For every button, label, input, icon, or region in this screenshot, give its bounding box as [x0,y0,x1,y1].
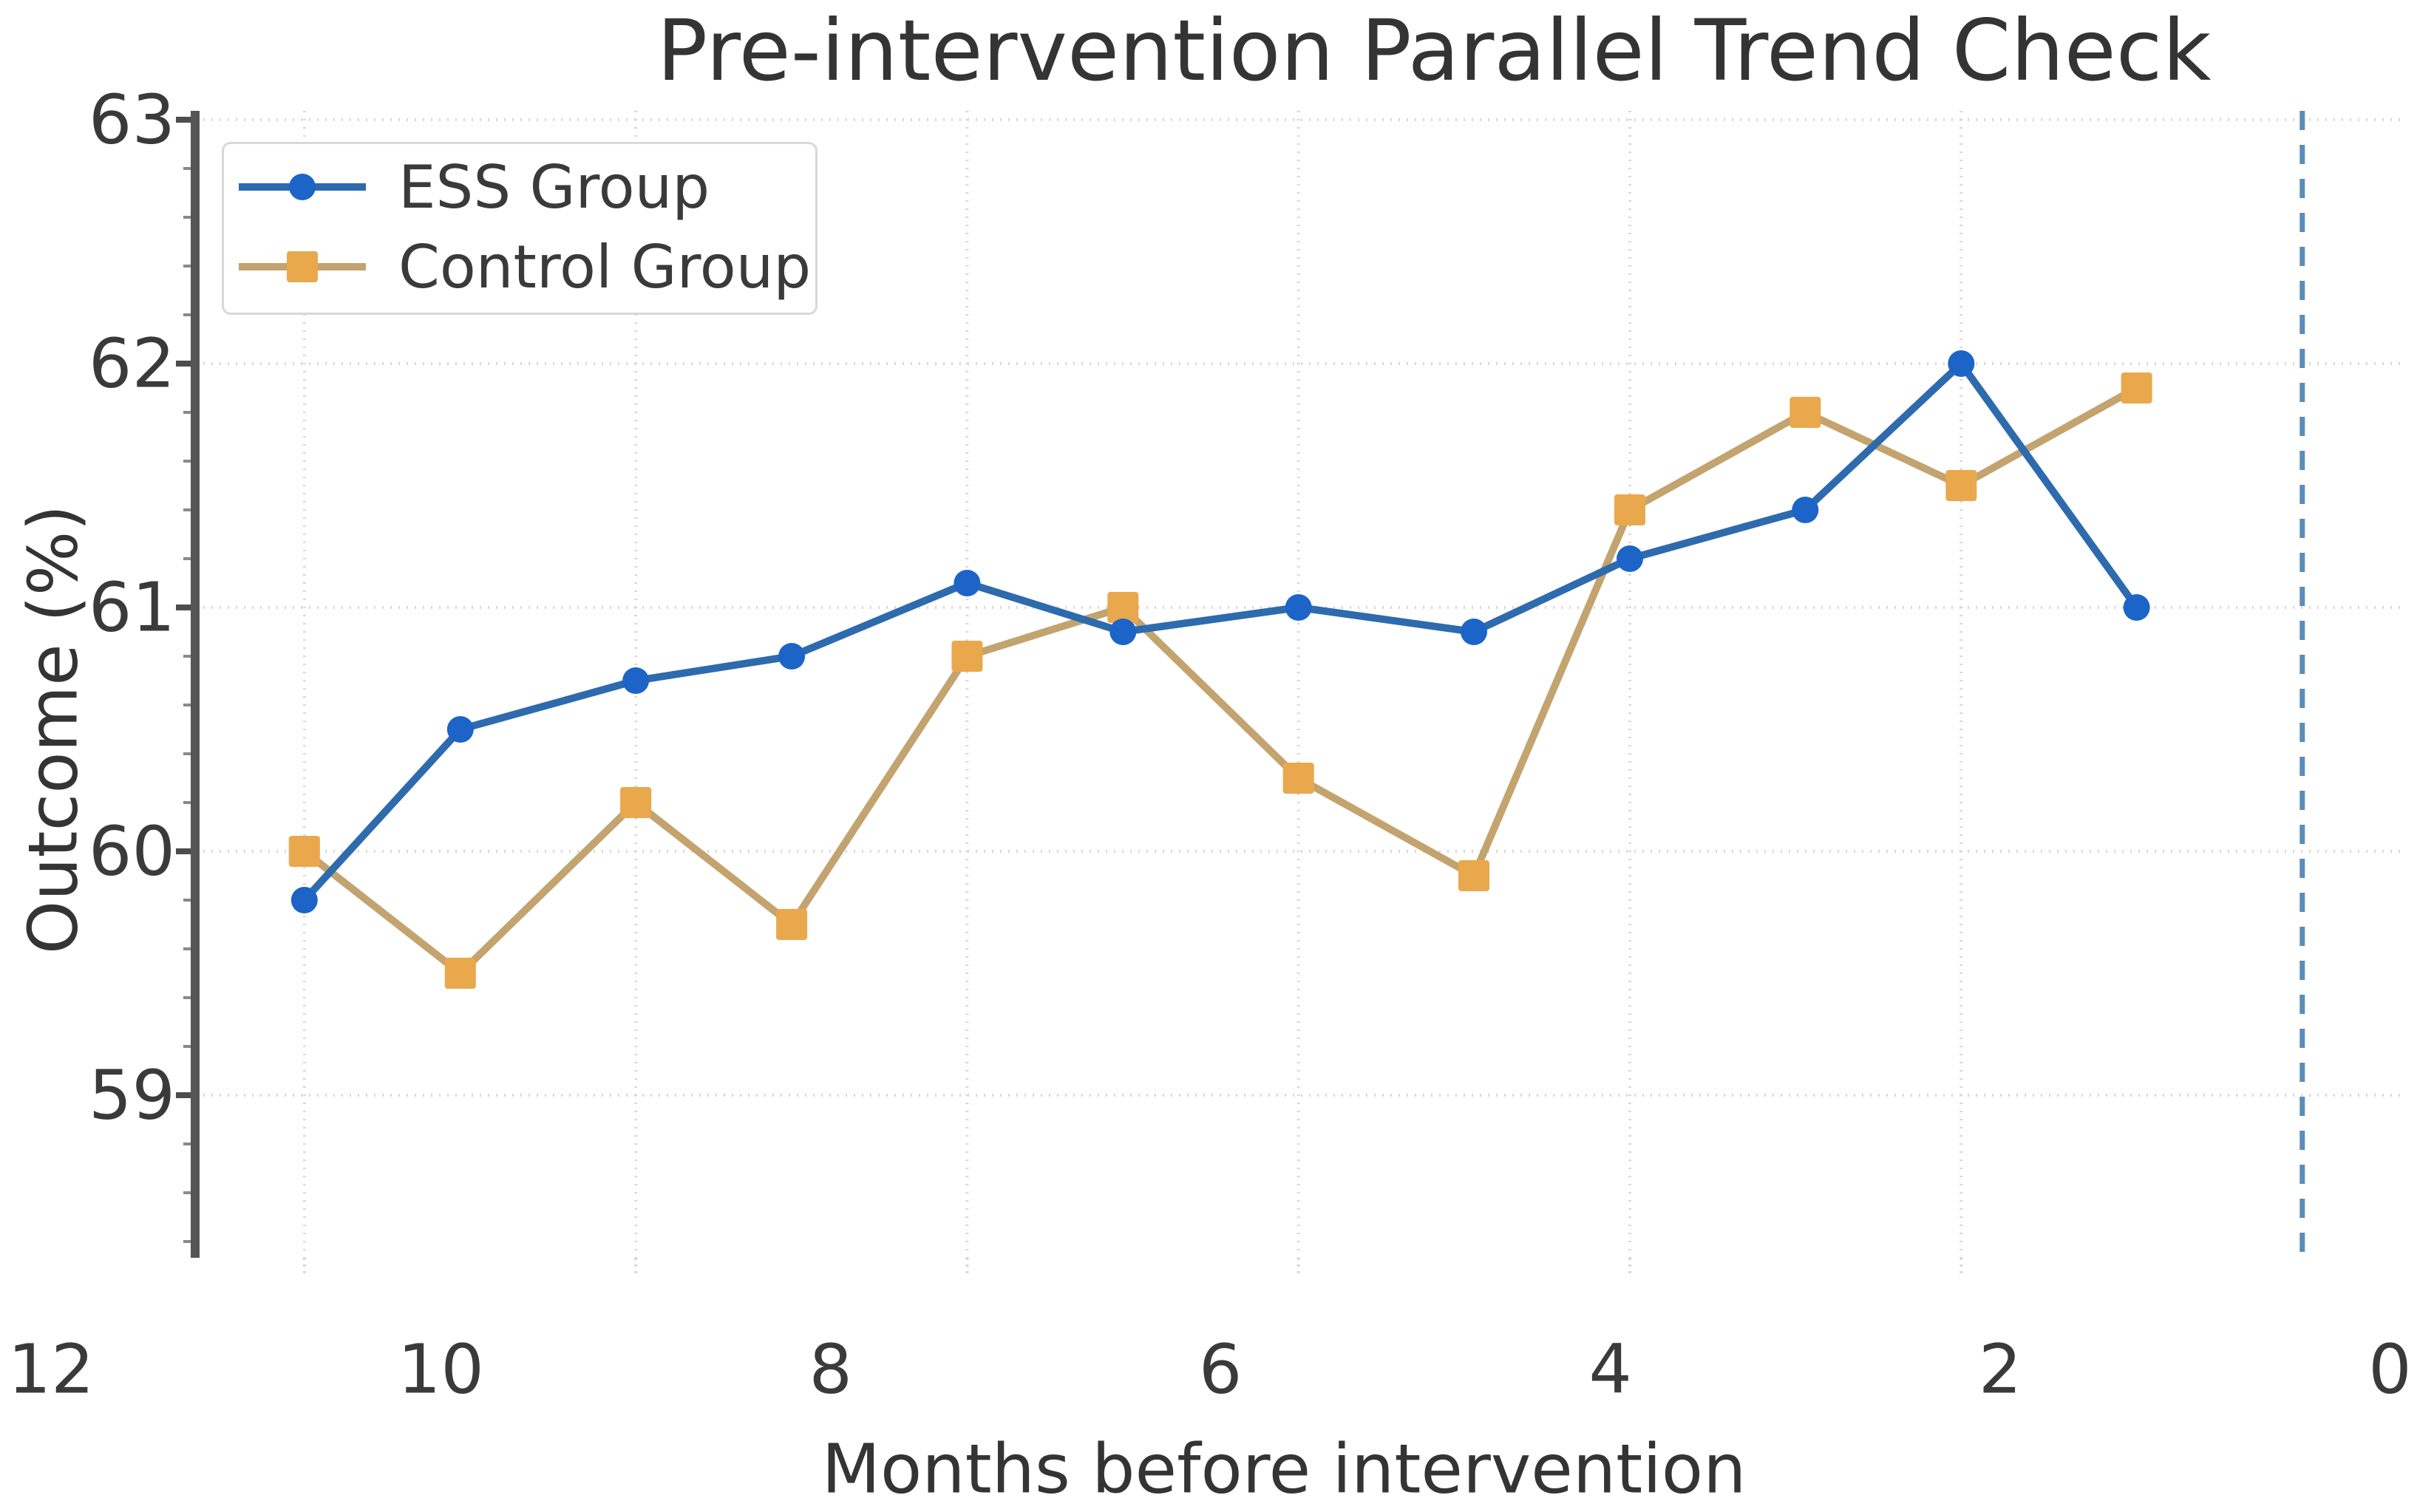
x-tick-label: 6 [1199,1330,1243,1409]
control-data-point [444,958,476,989]
control-data-point [951,641,983,672]
x-tick-label: 0 [2368,1330,2412,1409]
control-data-point [1945,470,1977,501]
y-tick-label: 63 [89,81,175,160]
y-tick-label: 60 [89,812,175,891]
x-tick-label: 10 [398,1330,484,1409]
ess-data-point [1792,497,1819,523]
control-data-point [1282,763,1314,794]
legend-label-control: Control Group [398,232,812,302]
x-tick-label: 12 [7,1330,94,1409]
chart-title: Pre-intervention Parallel Trend Check [656,1,2212,100]
ess-data-point [446,716,474,743]
x-axis-title: Months before intervention [821,1429,1747,1509]
control-data-point [1107,592,1139,623]
ess-data-point [778,643,806,670]
ess-data-point [1461,619,1487,645]
ess-series-line [300,360,2141,904]
legend-entry-control: Control Group [236,231,811,302]
control-data-point [776,909,808,940]
legend-label-ess: ESS Group [398,152,710,222]
control-series-line [300,384,2141,977]
control-data-point [1458,860,1489,891]
y-axis-title: Outcome (%) [13,504,93,955]
x-tick-label: 8 [809,1330,853,1409]
control-data-point [620,787,652,818]
control-data-point [2121,372,2152,403]
x-tick-label: 4 [1588,1330,1632,1409]
control-data-point [1789,397,1821,428]
y-tick-label: 61 [89,568,175,647]
x-tick-label: 2 [1979,1330,2022,1409]
ess-data-point [1617,545,1643,572]
control-legend-glyph [239,251,366,282]
control-legend-marker-icon [287,251,318,282]
legend-entry-ess: ESS Group [236,151,710,222]
left-spine [191,111,200,1258]
control-data-point [1614,494,1645,525]
ess-data-point [1285,594,1312,621]
ess-data-point [622,667,650,694]
control-data-point [288,836,320,867]
ess-data-point [2123,594,2150,621]
ess-data-point [290,887,318,913]
legend: ESS Group Control Group [222,142,818,315]
ess-data-point [954,570,981,596]
ess-legend-marker-icon [289,174,316,200]
ess-legend-glyph [239,174,366,200]
y-tick-label: 59 [89,1056,175,1135]
ess-data-point [1948,350,1975,377]
ess-data-point [1109,619,1137,645]
y-tick-label: 62 [89,324,175,403]
